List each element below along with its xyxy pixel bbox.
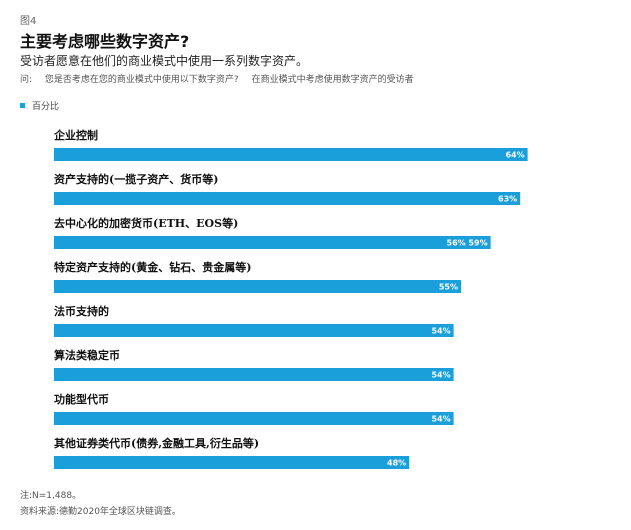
- bar: [54, 324, 454, 337]
- value-label: 64%: [505, 151, 524, 160]
- figure-label: 图4: [20, 16, 37, 27]
- bar: [54, 412, 454, 425]
- footnote-source: 资料来源:德勤2020年全球区块链调查。: [20, 507, 181, 517]
- bar: [54, 280, 461, 293]
- value-label: 48%: [387, 459, 406, 468]
- bar: [54, 236, 491, 249]
- question-text: 您是否考虑在您的商业模式中使用以下数字资产?: [44, 75, 239, 85]
- bar: [54, 192, 521, 205]
- value-label: 56% 59%: [447, 239, 488, 248]
- value-label: 54%: [431, 415, 450, 424]
- value-label: 54%: [431, 327, 450, 336]
- bar: [54, 456, 410, 469]
- legend-label: 百分比: [32, 102, 60, 112]
- category-label: 特定资产支持的(黄金、钻石、贵金属等): [54, 260, 251, 274]
- category-label: 企业控制: [53, 128, 98, 142]
- category-label: 法币支持的: [54, 304, 109, 318]
- bar: [54, 148, 528, 161]
- survey-question: 问: 您是否考虑在您的商业模式中使用以下数字资产? 在商业模式中考虑使用数字资产…: [20, 72, 414, 85]
- category-label: 其他证券类代币(债券,金融工具,衍生品等): [54, 436, 259, 450]
- legend-swatch: [20, 103, 25, 108]
- chart-title: 主要考虑哪些数字资产?: [20, 32, 190, 51]
- value-label: 54%: [431, 371, 450, 380]
- footnote-sample-size: 注:N=1,488。: [20, 491, 82, 501]
- question-key: 问:: [20, 75, 33, 85]
- category-label: 算法类稳定币: [53, 348, 120, 362]
- value-label: 55%: [439, 283, 458, 292]
- value-label: 63%: [498, 195, 517, 204]
- category-label: 功能型代币: [54, 392, 109, 406]
- category-label: 资产支持的(一揽子资产、货币等): [54, 172, 218, 186]
- category-label: 去中心化的加密货币(ETH、EOS等): [54, 216, 238, 230]
- bar: [54, 368, 454, 381]
- question-audience: 在商业模式中考虑使用数字资产的受访者: [251, 75, 414, 85]
- chart-subtitle: 受访者愿意在他们的商业模式中使用一系列数字资产。: [20, 54, 309, 68]
- legend: 百分比: [20, 99, 59, 112]
